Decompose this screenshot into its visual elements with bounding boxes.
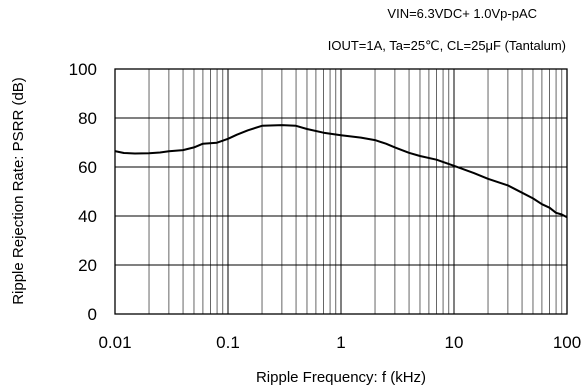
x-tick-label: 0.01 [98,333,131,352]
tick-labels: 0.01 0.1 1 10 100 0 20 40 60 80 100 [69,60,582,352]
series [114,124,568,219]
psrr-curve [114,124,568,219]
x-tick-label: 0.1 [216,333,240,352]
x-tick-label: 10 [445,333,464,352]
y-tick-label: 80 [78,109,97,128]
y-tick-label: 0 [88,305,97,324]
condition-line-1: VIN=6.3VDC+ 1.0Vp-pAC [387,6,537,21]
x-tick-label: 1 [336,333,345,352]
y-tick-label: 40 [78,207,97,226]
y-tick-label: 20 [78,256,97,275]
condition-line-2: IOUT=1A, Ta=25℃, CL=25μF (Tantalum) [328,38,566,53]
y-axis-title: Ripple Rejection Rate: PSRR (dB) [10,77,27,305]
grid [115,69,567,314]
x-tick-label: 100 [553,333,581,352]
y-tick-label: 60 [78,158,97,177]
y-tick-label: 100 [69,60,97,79]
x-axis-title: Ripple Frequency: f (kHz) [256,369,426,386]
plot-frame [114,68,568,315]
